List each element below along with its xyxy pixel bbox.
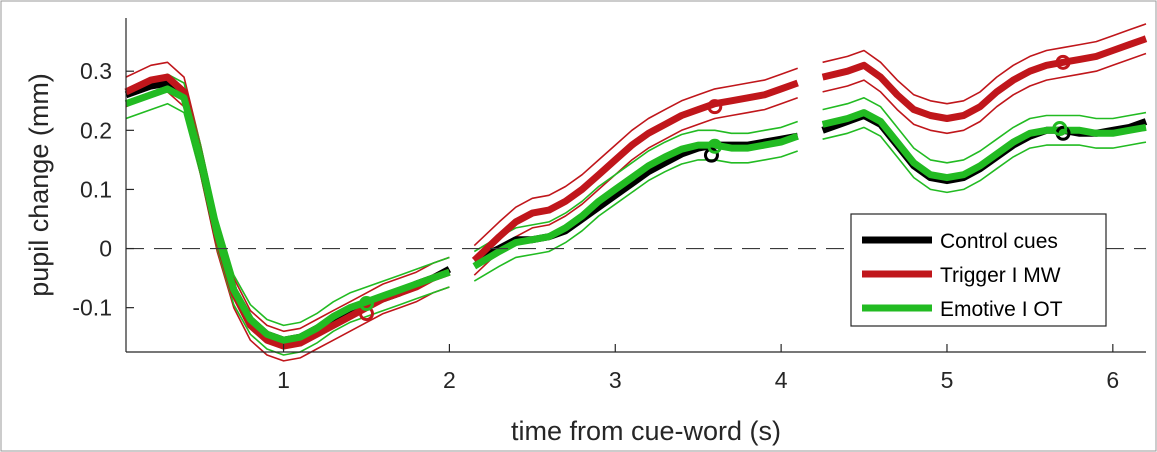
series-marker-1 <box>358 306 374 322</box>
legend-label-emotive: Emotive I OT <box>940 298 1063 321</box>
y-ticks: -0.1 0 0.1 0.2 0.3 <box>72 58 134 321</box>
band-line-1-1 <box>473 97 798 276</box>
x-tick-label: 6 <box>1106 367 1119 393</box>
band-line-2-1 <box>473 150 798 282</box>
series-marker-2 <box>707 138 723 154</box>
y-tick-label: 0.1 <box>80 176 112 202</box>
band-line-2-2 <box>822 126 1147 194</box>
series-line-2-0 <box>124 85 451 344</box>
band-line-1-1 <box>473 67 798 247</box>
series-marker-1 <box>1055 54 1071 70</box>
y-axis-title: pupil change (mm) <box>24 73 54 297</box>
series-markers <box>358 54 1071 322</box>
series-line-2-1 <box>472 132 799 270</box>
series-line-1-1 <box>471 79 799 263</box>
band-line-2-1 <box>473 120 798 253</box>
band-line-1-0 <box>125 61 450 333</box>
x-tick-label: 2 <box>443 367 456 393</box>
series-marker-1 <box>707 99 723 115</box>
confidence-bands <box>125 23 1147 362</box>
legend-label-trigger: Trigger I MW <box>940 264 1061 287</box>
x-ticks: 1 2 3 4 5 6 <box>277 344 1119 393</box>
legend: Control cues Trigger I MW Emotive I OT <box>850 213 1107 327</box>
y-tick-label: 0.2 <box>80 117 112 143</box>
series-marker-0 <box>703 147 719 163</box>
band-line-1-2 <box>822 52 1147 135</box>
series-marker-2 <box>358 296 374 312</box>
axes: 1 2 3 4 5 6 -0.1 0 0.1 0.2 0.3 time from cue-word… <box>24 18 1146 446</box>
x-axis-title: time from cue-word (s) <box>511 416 781 446</box>
y-tick-label: -0.1 <box>72 295 112 321</box>
x-tick-label: 1 <box>277 367 290 393</box>
band-line-1-0 <box>125 91 450 362</box>
x-tick-label: 4 <box>775 367 788 393</box>
band-line-2-0 <box>125 102 450 356</box>
legend-label-control: Control cues <box>940 230 1058 253</box>
series-marker-2 <box>1052 121 1068 137</box>
x-tick-label: 3 <box>609 367 622 393</box>
series-line-0-0 <box>124 79 452 344</box>
series-line-1-0 <box>124 73 451 350</box>
series-line-1-2 <box>821 35 1148 122</box>
band-line-1-2 <box>822 23 1147 105</box>
series-line-2-2 <box>821 109 1147 182</box>
x-tick-label: 5 <box>941 367 954 393</box>
y-tick-label: 0 <box>99 236 112 262</box>
y-tick-label: 0.3 <box>80 58 112 84</box>
band-line-2-2 <box>822 97 1147 164</box>
plot-area <box>124 23 1148 362</box>
series-lines <box>124 35 1148 350</box>
